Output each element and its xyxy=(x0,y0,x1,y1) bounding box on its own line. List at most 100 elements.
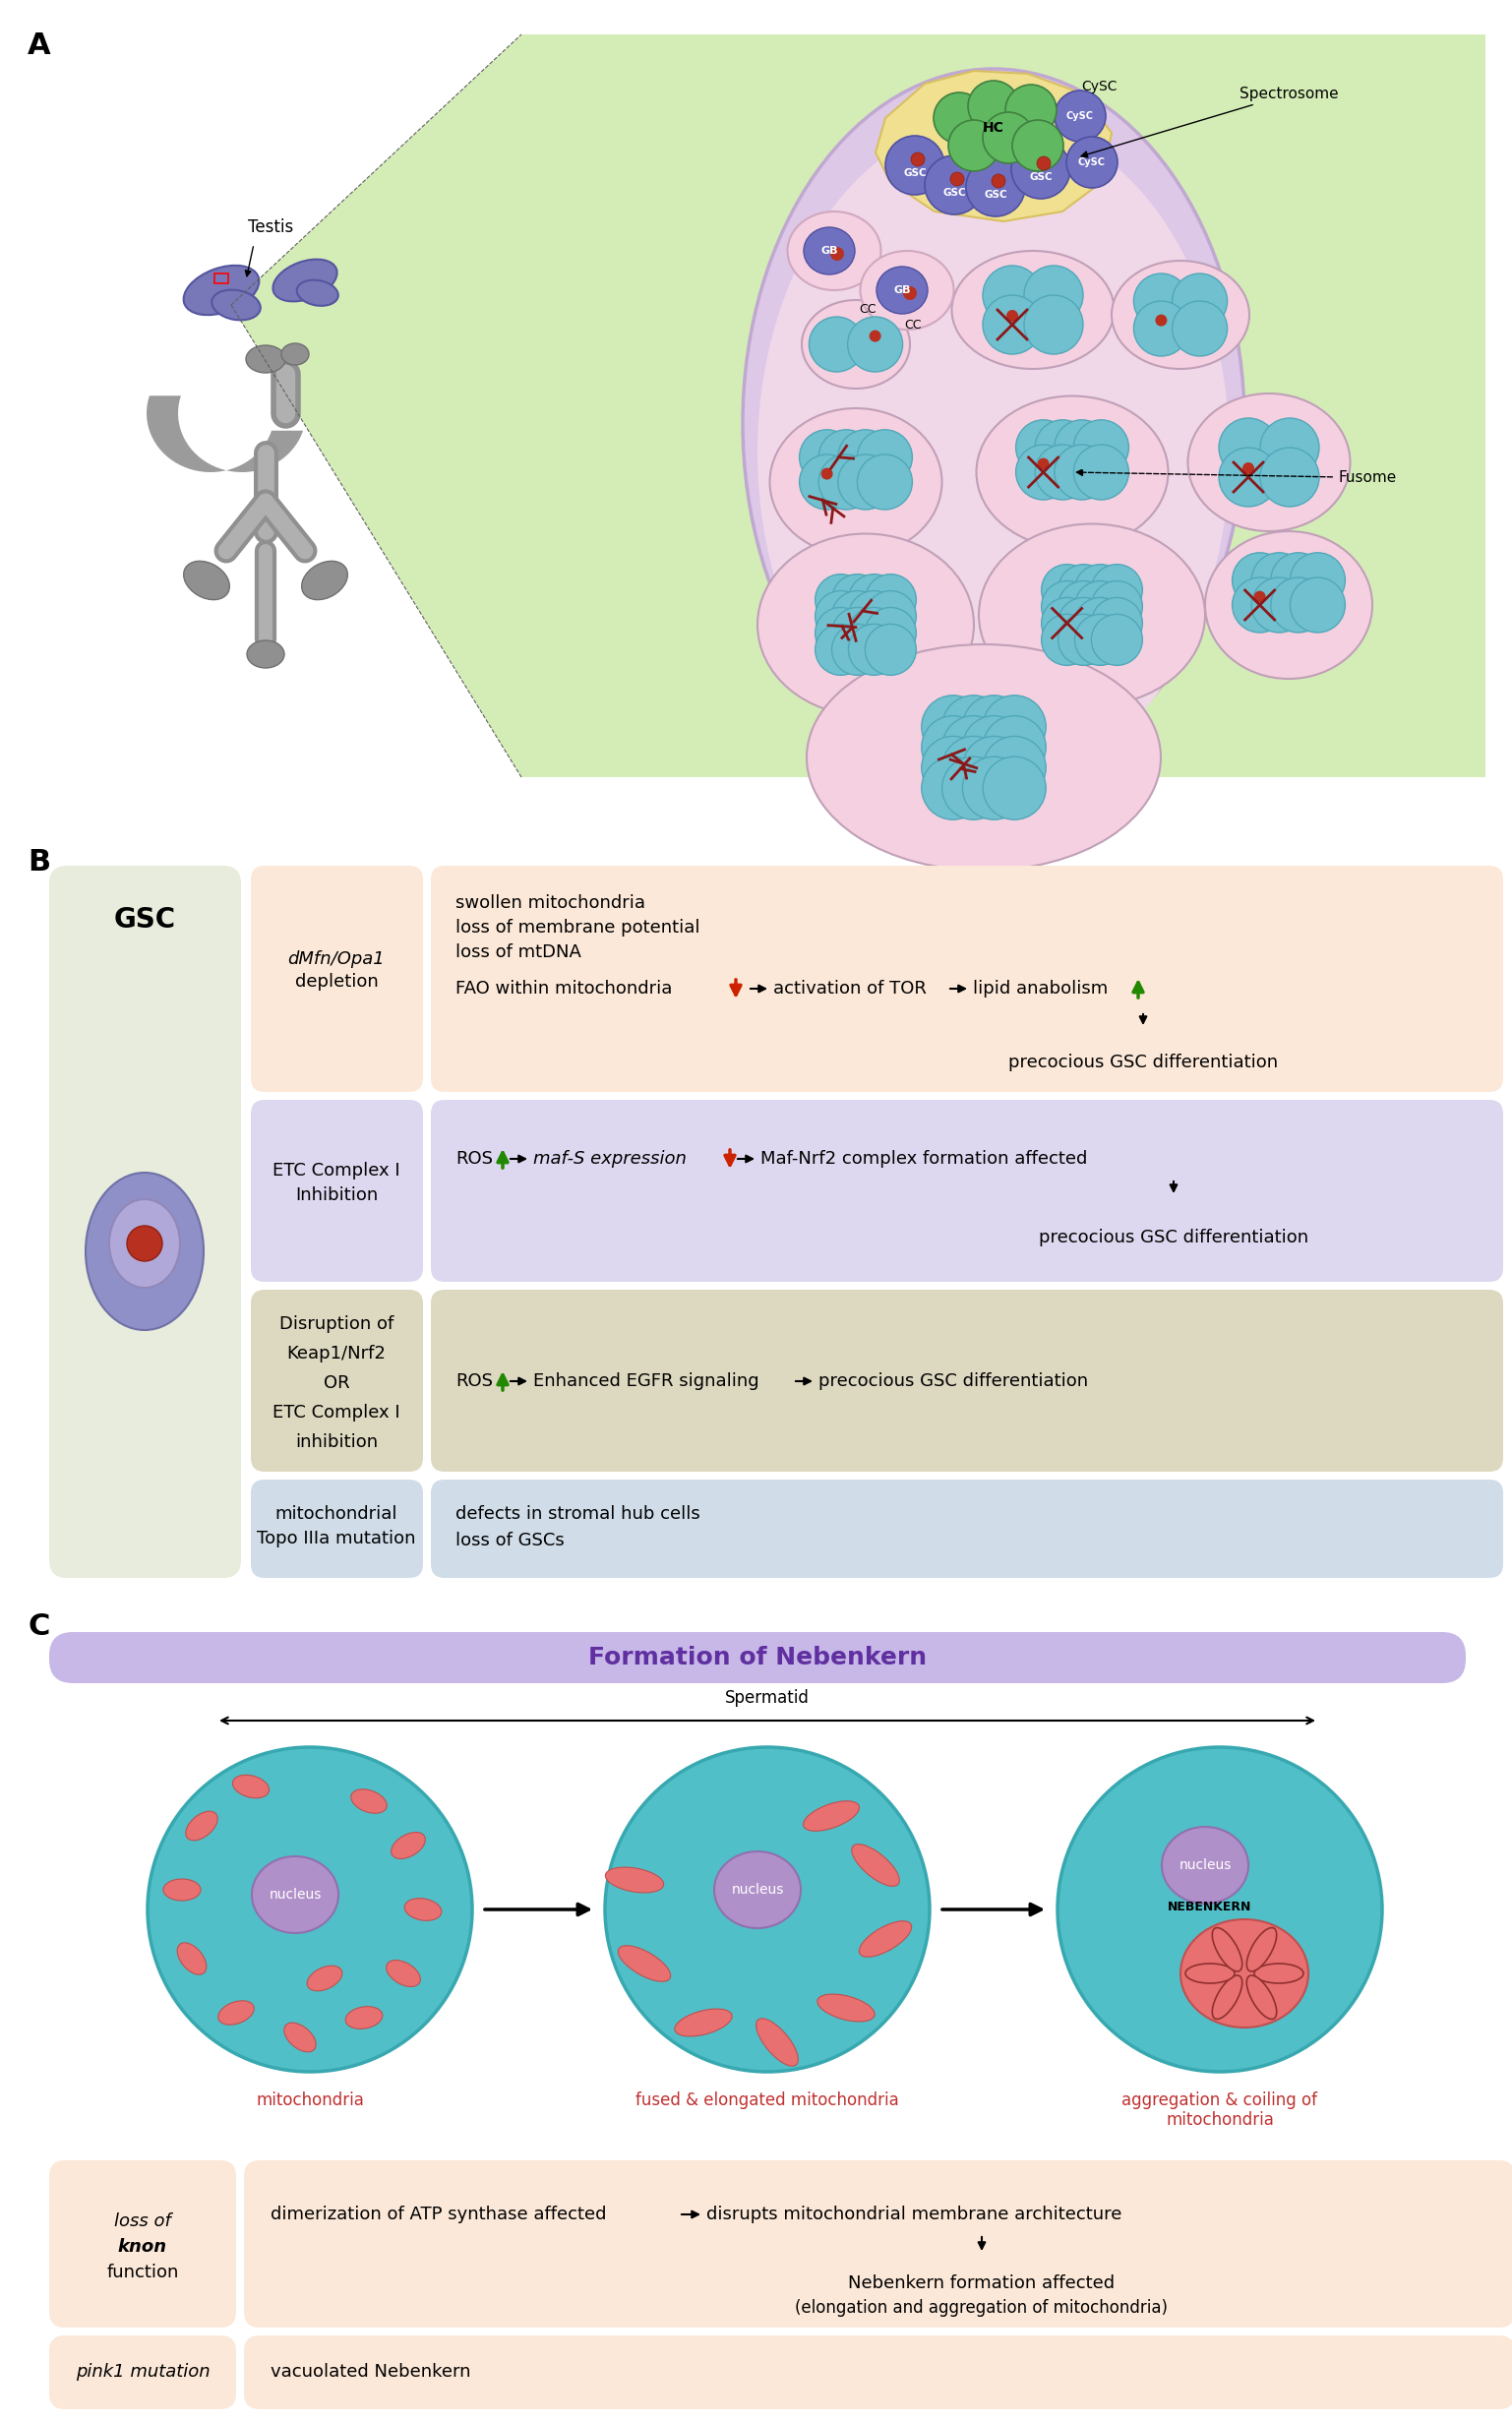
Ellipse shape xyxy=(1247,1976,1276,2020)
Circle shape xyxy=(942,717,1005,780)
Ellipse shape xyxy=(674,2008,732,2037)
Circle shape xyxy=(966,157,1025,216)
Circle shape xyxy=(1054,446,1110,499)
Circle shape xyxy=(127,1226,162,1262)
Text: aggregation & coiling of: aggregation & coiling of xyxy=(1122,2093,1318,2110)
Circle shape xyxy=(832,591,883,642)
Circle shape xyxy=(921,717,984,780)
Circle shape xyxy=(1016,446,1070,499)
Circle shape xyxy=(921,756,984,819)
Text: Testis: Testis xyxy=(248,218,293,235)
Text: Disruption of: Disruption of xyxy=(280,1315,393,1332)
Text: swollen mitochondria: swollen mitochondria xyxy=(455,894,646,913)
Ellipse shape xyxy=(801,300,910,388)
Ellipse shape xyxy=(851,1843,900,1887)
Circle shape xyxy=(1042,564,1093,615)
Circle shape xyxy=(1259,448,1318,506)
Text: mitochondria: mitochondria xyxy=(256,2093,364,2110)
Circle shape xyxy=(832,608,883,659)
Ellipse shape xyxy=(714,1850,801,1928)
Circle shape xyxy=(818,455,874,509)
FancyBboxPatch shape xyxy=(431,1100,1503,1281)
Circle shape xyxy=(992,174,1005,189)
Circle shape xyxy=(983,111,1034,162)
Circle shape xyxy=(848,625,900,676)
Text: lipid anabolism: lipid anabolism xyxy=(972,981,1108,998)
Ellipse shape xyxy=(253,1855,339,1933)
Circle shape xyxy=(1024,266,1083,325)
Circle shape xyxy=(1005,85,1057,136)
Text: Enhanced EGFR signaling: Enhanced EGFR signaling xyxy=(534,1373,759,1390)
Ellipse shape xyxy=(951,252,1114,368)
Ellipse shape xyxy=(246,346,286,373)
Ellipse shape xyxy=(233,1775,269,1797)
Ellipse shape xyxy=(977,395,1169,547)
Ellipse shape xyxy=(212,291,260,320)
Circle shape xyxy=(1252,576,1306,632)
Text: GB: GB xyxy=(821,247,838,257)
Circle shape xyxy=(1172,300,1228,356)
Ellipse shape xyxy=(246,639,284,668)
Circle shape xyxy=(848,317,903,373)
Text: loss of membrane potential: loss of membrane potential xyxy=(455,918,700,937)
Circle shape xyxy=(815,608,866,659)
Text: GSC: GSC xyxy=(984,189,1007,199)
Circle shape xyxy=(1074,446,1129,499)
Text: depletion: depletion xyxy=(295,974,378,991)
Text: Spermatid: Spermatid xyxy=(726,1688,809,1708)
Circle shape xyxy=(1290,552,1346,608)
Circle shape xyxy=(942,756,1005,819)
Circle shape xyxy=(1057,1746,1382,2071)
Circle shape xyxy=(963,695,1025,758)
FancyBboxPatch shape xyxy=(431,1289,1503,1473)
Circle shape xyxy=(933,92,984,143)
Text: inhibition: inhibition xyxy=(295,1434,378,1451)
Circle shape xyxy=(1172,274,1228,329)
Circle shape xyxy=(963,736,1025,799)
Circle shape xyxy=(1042,581,1093,632)
Text: GSC: GSC xyxy=(942,189,966,199)
Text: nucleus: nucleus xyxy=(269,1887,322,1901)
Text: FAO within mitochondria: FAO within mitochondria xyxy=(455,981,673,998)
Circle shape xyxy=(925,155,984,216)
Circle shape xyxy=(1037,458,1049,470)
Ellipse shape xyxy=(109,1199,180,1289)
Ellipse shape xyxy=(877,266,928,315)
Circle shape xyxy=(1075,581,1126,632)
Ellipse shape xyxy=(163,1879,201,1901)
Ellipse shape xyxy=(1188,392,1350,530)
Text: nucleus: nucleus xyxy=(1179,1858,1231,1872)
Circle shape xyxy=(1290,576,1346,632)
Ellipse shape xyxy=(345,2005,383,2030)
Circle shape xyxy=(1036,419,1090,475)
Circle shape xyxy=(1270,552,1326,608)
FancyBboxPatch shape xyxy=(431,865,1503,1092)
Ellipse shape xyxy=(281,344,308,366)
Text: Fusome: Fusome xyxy=(1077,470,1396,484)
Text: precocious GSC differentiation: precocious GSC differentiation xyxy=(1009,1054,1278,1071)
Text: GSC: GSC xyxy=(903,167,927,179)
Circle shape xyxy=(1058,564,1110,615)
Circle shape xyxy=(983,266,1042,325)
Circle shape xyxy=(800,455,854,509)
Circle shape xyxy=(848,574,900,625)
Circle shape xyxy=(815,574,866,625)
Circle shape xyxy=(605,1746,930,2071)
Circle shape xyxy=(983,736,1046,799)
Circle shape xyxy=(1219,419,1278,477)
Text: ROS: ROS xyxy=(455,1373,493,1390)
Text: Keap1/Nrf2: Keap1/Nrf2 xyxy=(287,1344,386,1364)
Circle shape xyxy=(1232,576,1287,632)
Text: B: B xyxy=(27,848,50,877)
Text: ETC Complex I: ETC Complex I xyxy=(272,1163,401,1180)
Circle shape xyxy=(818,429,874,484)
Circle shape xyxy=(1075,598,1126,649)
Text: Spectrosome: Spectrosome xyxy=(1081,87,1338,157)
Circle shape xyxy=(1270,576,1326,632)
Text: loss of: loss of xyxy=(115,2211,171,2231)
Text: Topo IIIa mutation: Topo IIIa mutation xyxy=(257,1531,416,1548)
Text: Formation of Nebenkern: Formation of Nebenkern xyxy=(588,1647,927,1669)
Text: disrupts mitochondrial membrane architecture: disrupts mitochondrial membrane architec… xyxy=(706,2206,1122,2223)
Circle shape xyxy=(1042,615,1093,666)
Ellipse shape xyxy=(405,1899,442,1921)
